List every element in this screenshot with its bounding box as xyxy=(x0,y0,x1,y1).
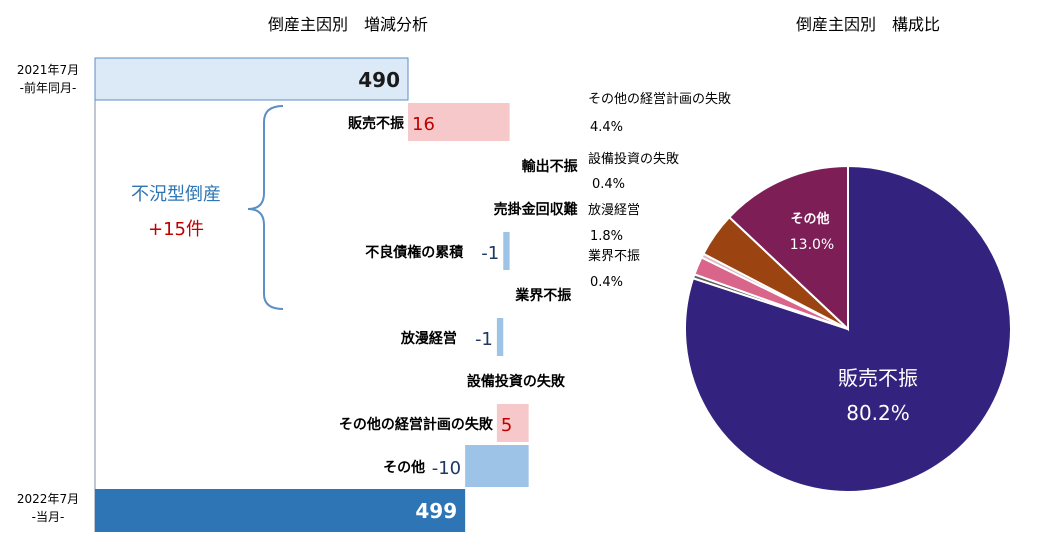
delta-bar xyxy=(503,232,510,270)
start-label-year: 2021年7月 xyxy=(17,63,79,77)
waterfall-title: 倒産主因別 増減分析 xyxy=(268,15,428,34)
start-label-sub: -前年同月- xyxy=(20,80,77,95)
category-label: 業界不振 xyxy=(514,287,571,304)
pie-label-value-業界不振: 0.4% xyxy=(590,275,623,290)
category-label: 設備投資の失敗 xyxy=(467,373,566,390)
pie-slice xyxy=(683,164,1012,493)
pie-label-name-業界不振: 業界不振 xyxy=(588,248,640,264)
end-bar xyxy=(95,489,466,532)
delta-bar xyxy=(496,404,529,442)
pie-label-name-放漫経営: 放漫経営 xyxy=(588,203,640,218)
category-label: その他の経営計画の失敗 xyxy=(339,416,494,433)
pie-slice xyxy=(727,164,849,332)
end-label-sub: -当月- xyxy=(32,510,65,524)
group-sum-label: +15件 xyxy=(148,219,204,240)
pie-title: 倒産主因別 構成比 xyxy=(796,15,940,34)
category-label: その他 xyxy=(383,459,425,476)
group-label: 不況型倒産 xyxy=(131,184,221,205)
delta-value: -1 xyxy=(475,329,493,350)
delta-bar xyxy=(465,445,529,487)
start-value: 490 xyxy=(358,68,400,92)
start-bar xyxy=(94,57,409,101)
delta-value: -10 xyxy=(432,458,461,479)
pie-label-name-設備投資の失敗: 設備投資の失敗 xyxy=(588,151,679,167)
end-value: 499 xyxy=(415,499,457,523)
delta-bar xyxy=(496,318,504,356)
pie-label-value-放漫経営: 1.8% xyxy=(590,229,623,244)
category-label: 不良債権の累積 xyxy=(365,244,464,261)
delta-bar xyxy=(408,103,510,141)
pie-label-value-その他の経営計画の失敗: 4.4% xyxy=(590,120,623,135)
pie-inner-label-name-その他: その他 xyxy=(790,211,829,227)
delta-value: -1 xyxy=(481,243,499,264)
category-label: 放漫経営 xyxy=(400,330,457,347)
category-label: 売掛金回収難 xyxy=(494,201,578,218)
delta-value: 5 xyxy=(501,415,512,436)
pie-chart: 倒産主因別 構成比 その他の経営計画の失敗 4.4% 設備投資の失敗 0.4% … xyxy=(588,15,1012,493)
pie-label-value-設備投資の失敗: 0.4% xyxy=(592,177,625,192)
pie-label-name-その他の経営計画の失敗: その他の経営計画の失敗 xyxy=(588,91,731,107)
pie-slices xyxy=(683,164,1012,493)
category-label: 販売不振 xyxy=(348,115,404,132)
pie-inner-label-name-販売不振: 販売不振 xyxy=(838,366,918,390)
category-label: 輸出不振 xyxy=(522,158,578,175)
pie-inner-label-value-販売不振: 80.2% xyxy=(846,401,910,425)
pie-inner-label-value-その他: 13.0% xyxy=(790,237,834,253)
group-brace xyxy=(247,105,284,310)
end-label-year: 2022年7月 xyxy=(17,492,79,506)
delta-value: 16 xyxy=(412,114,435,135)
